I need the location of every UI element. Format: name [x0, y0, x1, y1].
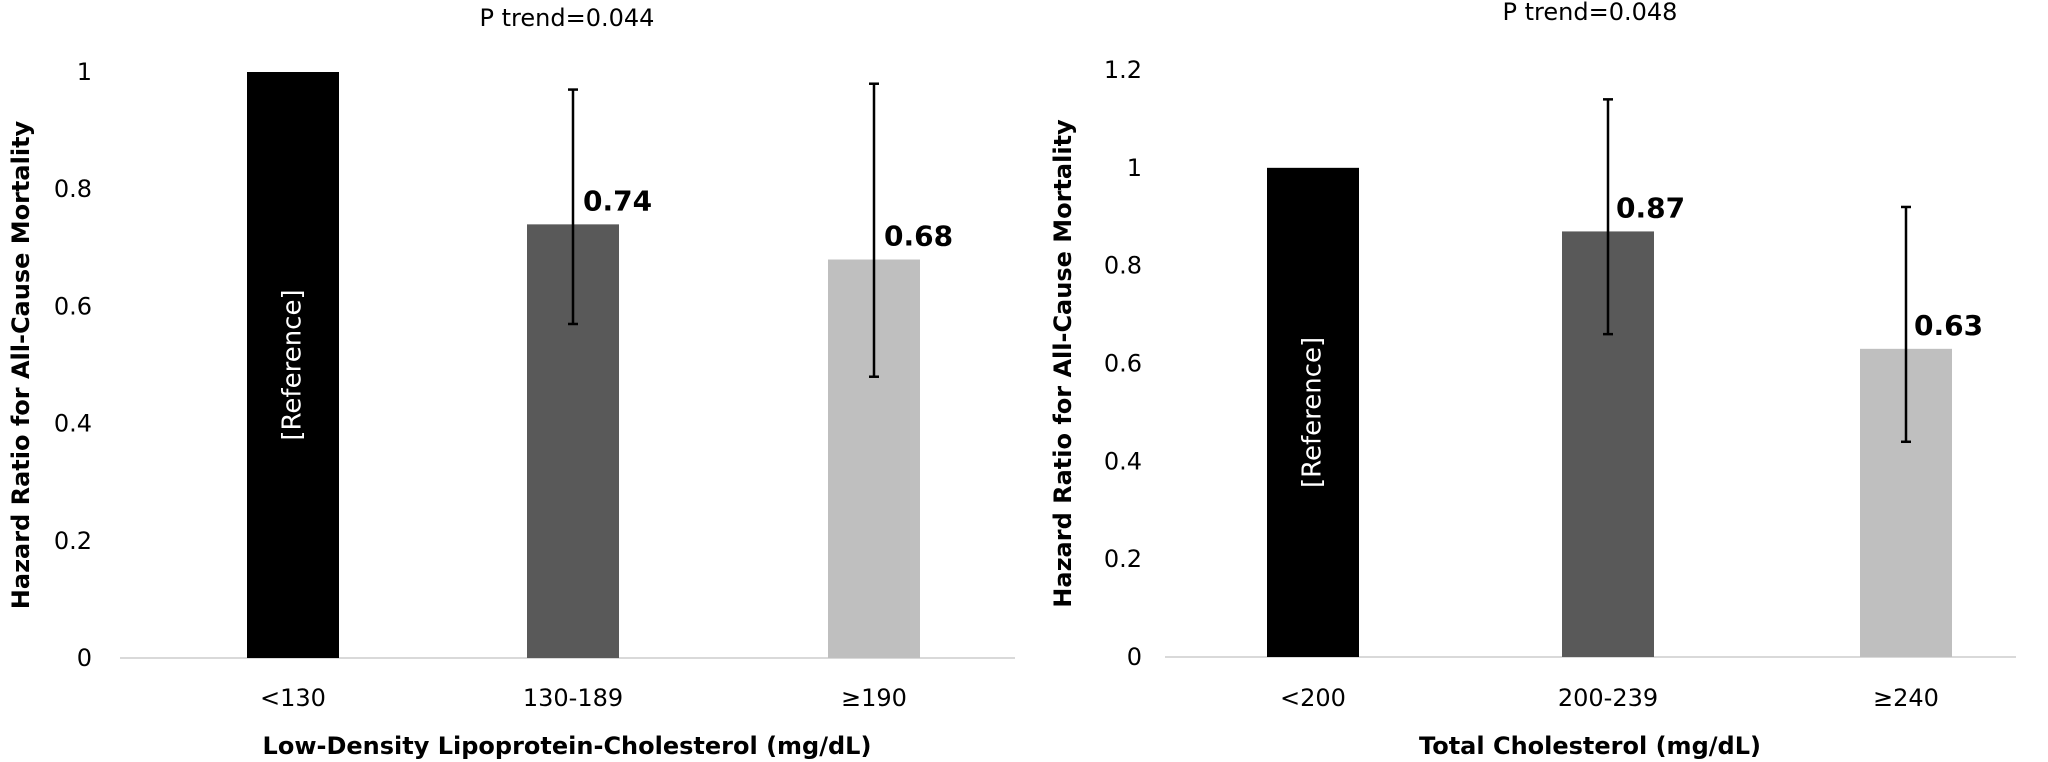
x-category-label: ≥240	[1873, 684, 1939, 712]
y-tick-label: 0.8	[54, 175, 92, 203]
value-label: 0.87	[1616, 191, 1685, 224]
value-label: 0.68	[884, 220, 953, 253]
bar-1	[1267, 167, 1359, 658]
x-category-label: 200-239	[1558, 684, 1658, 712]
x-category-label: <130	[260, 684, 326, 712]
bar-1	[247, 72, 339, 658]
y-axis-title: Hazard Ratio for All-Cause Mortality	[7, 120, 35, 609]
y-tick-label: 0	[1127, 643, 1142, 671]
y-tick-label: 1	[1127, 154, 1142, 182]
reference-label: [Reference]	[278, 289, 308, 440]
value-label: 0.74	[583, 184, 652, 217]
p-trend-label: P trend=0.048	[1503, 0, 1678, 26]
y-tick-label: 1	[77, 58, 92, 86]
value-label: 0.63	[1914, 309, 1983, 342]
x-axis-title: Total Cholesterol (mg/dL)	[1419, 732, 1761, 760]
y-tick-label: 0.6	[54, 292, 92, 320]
x-category-label: 130-189	[523, 684, 623, 712]
x-category-label: ≥190	[841, 684, 907, 712]
x-category-label: <200	[1280, 684, 1346, 712]
x-axis-title: Low-Density Lipoprotein-Cholesterol (mg/…	[263, 732, 872, 760]
reference-label: [Reference]	[1298, 337, 1328, 488]
y-axis-title: Hazard Ratio for All-Cause Mortality	[1049, 119, 1077, 608]
y-tick-label: 0.4	[54, 410, 92, 438]
y-tick-label: 0.2	[54, 527, 92, 555]
total-cholesterol-chart: P trend=0.048 0 0.2 0.4 0.6 0.8 1 1.2 [Reference…	[1049, 0, 2016, 760]
y-tick-label: 0	[77, 644, 92, 672]
y-tick-label: 0.4	[1104, 447, 1142, 475]
p-trend-label: P trend=0.044	[480, 4, 655, 32]
y-tick-label: 0.8	[1104, 252, 1142, 280]
y-tick-label: 1.2	[1104, 56, 1142, 84]
ldl-chart: P trend=0.044 0 0.2 0.4 0.6 0.8 1 [Reference] <1…	[7, 4, 1015, 760]
y-tick-label: 0.2	[1104, 545, 1142, 573]
y-tick-label: 0.6	[1104, 350, 1142, 378]
